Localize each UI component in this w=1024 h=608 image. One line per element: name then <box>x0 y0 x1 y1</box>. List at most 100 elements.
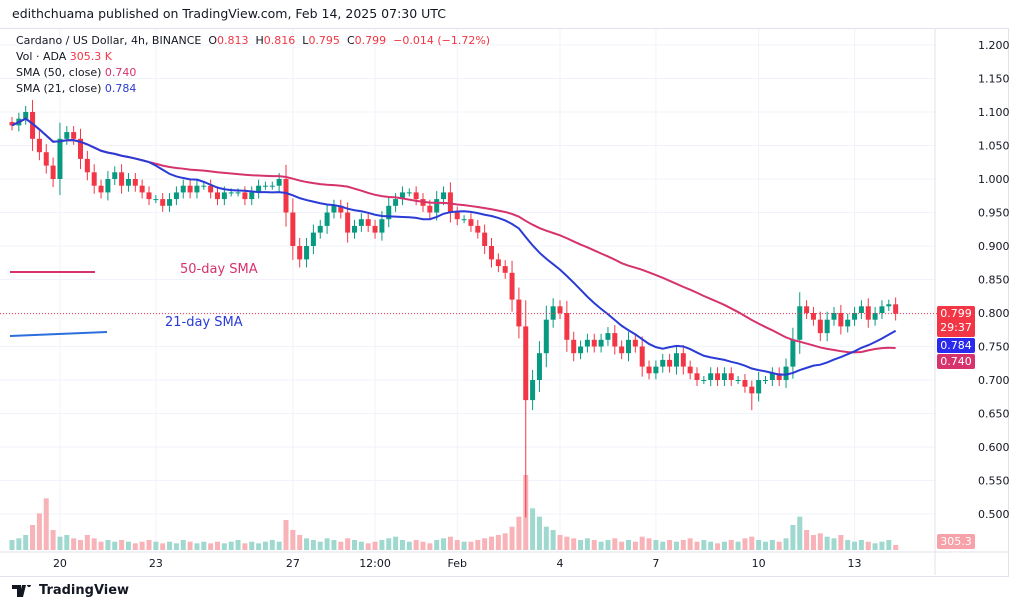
volume-bar <box>626 540 631 550</box>
volume-bar <box>619 541 625 550</box>
candle-body <box>119 172 125 186</box>
y-tick-label: 0.800 <box>978 307 1010 320</box>
volume-bar <box>530 508 536 550</box>
candle-body <box>783 366 789 380</box>
candle-body <box>728 373 734 380</box>
candle-body <box>646 366 652 374</box>
volume-bar <box>379 540 385 550</box>
candle-body <box>331 205 337 213</box>
volume-bar <box>43 498 49 550</box>
candle-body <box>36 138 42 153</box>
volume-bar <box>242 543 248 550</box>
volume-bar <box>667 540 673 550</box>
volume-bar <box>84 535 90 550</box>
high-label: H <box>255 34 264 47</box>
volume-bar <box>756 540 762 550</box>
candle-body <box>530 380 536 401</box>
x-tick-label: 10 <box>752 557 766 570</box>
volume-bar <box>132 543 138 550</box>
chart-frame <box>0 28 1009 577</box>
volume-bar <box>365 543 371 550</box>
sma50-value: 0.740 <box>104 66 137 79</box>
candle-body <box>591 339 597 347</box>
volume-value: 305.3 K <box>69 50 112 63</box>
y-tick-label: 1.100 <box>978 106 1010 119</box>
volume-bar <box>632 541 638 550</box>
volume-bar <box>475 540 481 550</box>
volume-bar <box>694 541 700 550</box>
candle-body <box>523 326 529 401</box>
volume-bar <box>112 541 118 550</box>
chart-legend: Cardano / US Dollar, 4h, BINANCE O0.813 … <box>16 33 490 97</box>
x-tick-label: 20 <box>53 557 67 570</box>
candle-body <box>653 366 659 374</box>
volume-bar <box>16 538 22 550</box>
last-price: 0.799 <box>940 307 972 320</box>
open-value: 0.813 <box>217 34 249 47</box>
candle-body <box>262 185 268 187</box>
candle-body <box>194 185 200 193</box>
candle-body <box>372 225 378 233</box>
candle-body <box>482 232 488 246</box>
candle-body <box>852 313 858 320</box>
volume-bar <box>447 536 453 550</box>
volume-bar <box>386 538 392 550</box>
candle-body <box>536 353 542 380</box>
candle-body <box>790 339 796 367</box>
volume-bar <box>858 540 864 550</box>
volume-bar <box>797 516 803 550</box>
volume-bar <box>262 541 268 550</box>
volume-bar <box>653 540 659 550</box>
candle-body <box>468 219 474 226</box>
candle-body <box>797 306 803 340</box>
volume-bar <box>160 543 166 550</box>
volume-bar <box>715 543 721 550</box>
tradingview-logo[interactable]: TradingView <box>12 583 129 598</box>
candle-body <box>489 246 494 260</box>
volume-bar <box>221 543 227 550</box>
candle-body <box>543 319 549 354</box>
candle-body <box>776 373 782 380</box>
y-tick-label: 0.700 <box>978 374 1010 387</box>
candle-body <box>105 179 111 193</box>
candle-body <box>146 192 152 200</box>
candle-body <box>23 112 29 119</box>
sma21-tag: 0.784 <box>937 338 975 353</box>
candle-body <box>345 212 351 233</box>
change-value: −0.014 (−1.72%) <box>393 34 491 47</box>
sma21-annotation-line <box>9 331 108 337</box>
candle-body <box>379 219 385 233</box>
sma21-value: 0.784 <box>104 82 137 95</box>
close-value: 0.799 <box>354 34 387 47</box>
symbol-title: Cardano / US Dollar, 4h, BINANCE <box>16 34 202 47</box>
candle-body <box>317 225 323 233</box>
volume-bar <box>845 540 851 550</box>
candle-body <box>393 199 399 206</box>
candle-body <box>550 306 556 320</box>
candle-body <box>215 192 220 200</box>
volume-bar <box>317 541 323 550</box>
candle-body <box>324 212 330 226</box>
volume-bar <box>269 540 275 550</box>
volume-bar <box>98 541 104 550</box>
candle-body <box>269 185 275 187</box>
candle-body <box>290 212 296 246</box>
volume-bar <box>167 541 173 550</box>
volume-bar <box>434 540 440 550</box>
x-tick-label: 23 <box>149 557 163 570</box>
volume-bar <box>728 540 734 550</box>
volume-bar <box>173 543 179 550</box>
y-tick-label: 0.850 <box>978 274 1010 287</box>
candle-body <box>687 366 693 374</box>
candle-body <box>578 346 584 354</box>
candle-body <box>804 306 810 313</box>
volume-bar <box>763 541 768 550</box>
candle-body <box>694 373 700 380</box>
volume-bar <box>420 541 426 550</box>
volume-bar <box>817 533 823 550</box>
candle-body <box>406 192 412 194</box>
volume-bar <box>790 525 796 550</box>
volume-bar <box>879 541 885 550</box>
candle-body <box>441 192 447 200</box>
